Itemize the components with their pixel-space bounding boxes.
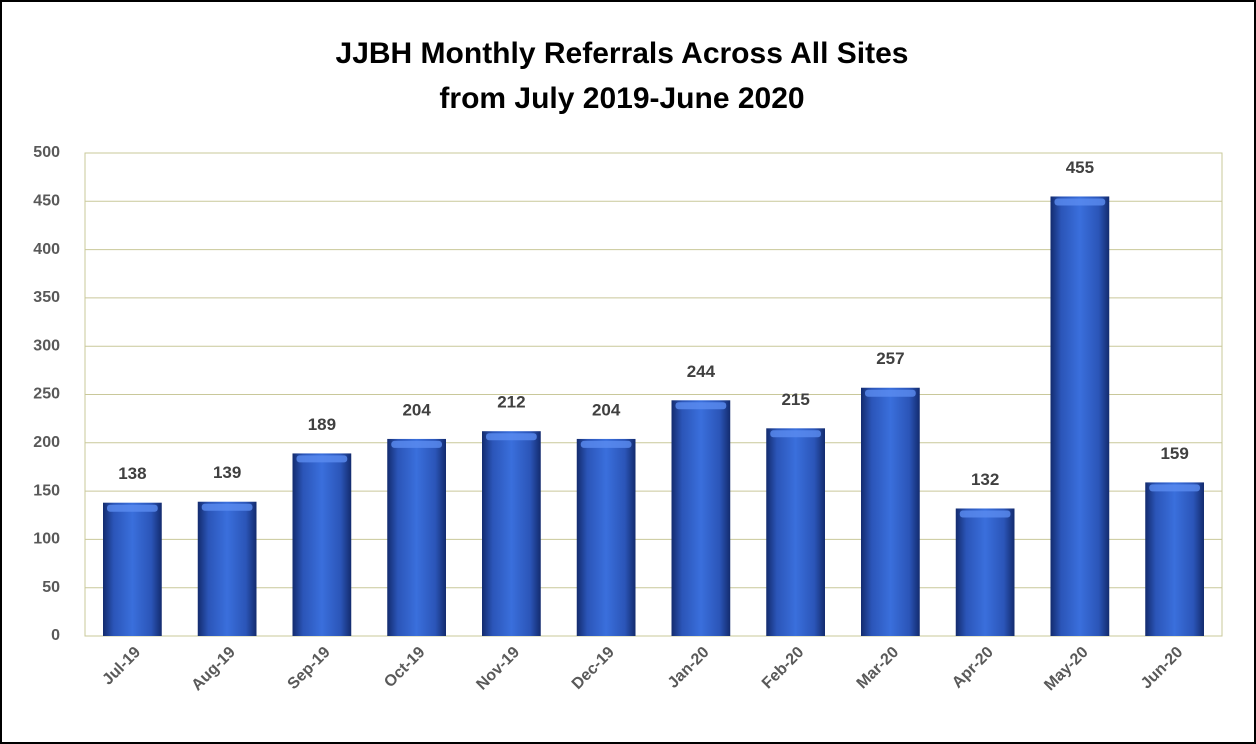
bar-cap bbox=[486, 433, 537, 441]
data-label: 215 bbox=[781, 390, 809, 409]
bar-cap bbox=[1149, 484, 1200, 492]
y-tick-label: 450 bbox=[33, 193, 60, 210]
bar-cap bbox=[107, 504, 158, 512]
bar-cap bbox=[391, 440, 442, 448]
y-tick-label: 350 bbox=[33, 289, 60, 306]
y-tick-label: 500 bbox=[33, 144, 60, 161]
data-label: 212 bbox=[497, 393, 525, 412]
bar bbox=[576, 438, 636, 636]
data-label: 159 bbox=[1160, 444, 1188, 463]
y-tick-label: 100 bbox=[33, 531, 60, 548]
y-tick-label: 0 bbox=[51, 627, 60, 644]
data-label: 257 bbox=[876, 349, 904, 368]
data-label: 204 bbox=[592, 400, 621, 419]
bar bbox=[861, 387, 920, 636]
data-label: 204 bbox=[402, 400, 431, 419]
data-label: 138 bbox=[118, 464, 146, 483]
bar bbox=[103, 502, 162, 636]
data-label: 455 bbox=[1066, 158, 1094, 177]
bar bbox=[292, 453, 352, 636]
bar-cap bbox=[580, 440, 632, 448]
bar-cap bbox=[675, 402, 727, 410]
bar-cap bbox=[296, 455, 348, 463]
y-tick-label: 400 bbox=[33, 241, 60, 258]
bar-cap bbox=[1054, 198, 1106, 206]
y-tick-label: 300 bbox=[33, 337, 60, 354]
bar-cap bbox=[770, 430, 821, 438]
bar-cap bbox=[959, 510, 1011, 518]
y-tick-label: 250 bbox=[33, 386, 60, 403]
y-tick-label: 50 bbox=[42, 579, 60, 596]
bar bbox=[387, 438, 446, 636]
bar-cap bbox=[201, 503, 253, 511]
bar bbox=[766, 428, 825, 636]
y-tick-label: 150 bbox=[33, 482, 60, 499]
data-label: 189 bbox=[308, 415, 336, 434]
data-label: 132 bbox=[971, 470, 999, 489]
chart-title: from July 2019-June 2020 bbox=[439, 82, 804, 115]
y-tick-label: 200 bbox=[33, 434, 60, 451]
bar-cap bbox=[865, 389, 916, 397]
bar bbox=[955, 508, 1015, 636]
data-label: 139 bbox=[213, 463, 241, 482]
chart-title: JJBH Monthly Referrals Across All Sites bbox=[336, 37, 909, 70]
bar bbox=[1145, 482, 1204, 636]
bar bbox=[482, 431, 541, 636]
bar bbox=[1050, 196, 1110, 636]
bar bbox=[197, 501, 257, 636]
bar bbox=[671, 400, 731, 636]
data-label: 244 bbox=[687, 362, 716, 381]
